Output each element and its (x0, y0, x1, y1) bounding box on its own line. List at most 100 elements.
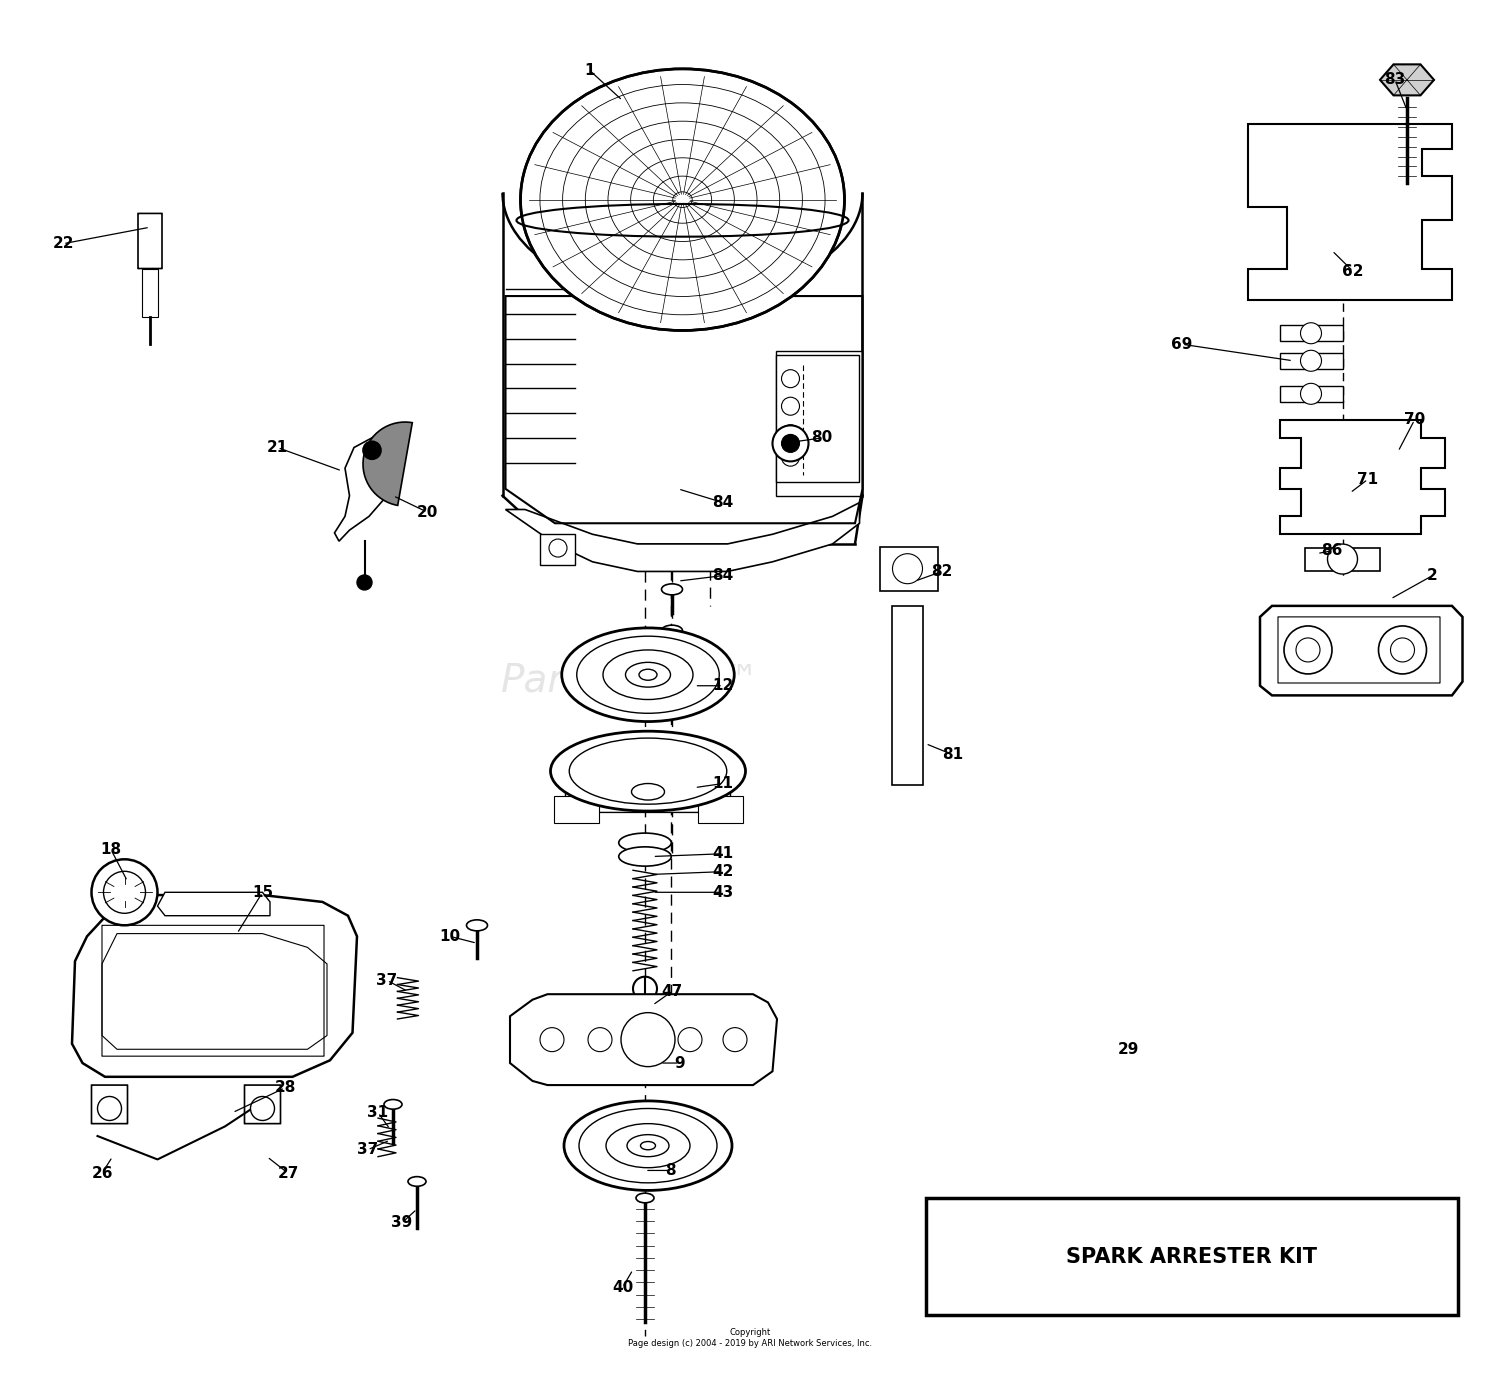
Circle shape (1300, 350, 1322, 372)
Circle shape (784, 428, 814, 459)
Polygon shape (540, 534, 574, 565)
Text: 29: 29 (1118, 1042, 1138, 1056)
Circle shape (723, 1027, 747, 1052)
Ellipse shape (561, 628, 735, 722)
Text: 18: 18 (100, 843, 122, 856)
Polygon shape (566, 750, 730, 812)
Text: 39: 39 (392, 1216, 412, 1230)
Ellipse shape (576, 636, 720, 713)
Polygon shape (72, 895, 357, 1077)
Wedge shape (363, 421, 413, 505)
Text: 31: 31 (368, 1106, 388, 1120)
Text: 12: 12 (712, 679, 734, 693)
FancyBboxPatch shape (1278, 617, 1440, 683)
Text: 41: 41 (712, 847, 734, 861)
Ellipse shape (603, 650, 693, 700)
Polygon shape (1380, 65, 1434, 95)
Ellipse shape (618, 833, 672, 852)
Polygon shape (334, 434, 394, 541)
Ellipse shape (579, 1108, 717, 1183)
Ellipse shape (564, 1102, 732, 1190)
Ellipse shape (570, 738, 726, 804)
Polygon shape (1260, 606, 1462, 695)
Circle shape (98, 1096, 122, 1121)
Polygon shape (1280, 353, 1342, 369)
Text: 28: 28 (274, 1081, 296, 1095)
Polygon shape (158, 892, 270, 916)
Text: 47: 47 (662, 985, 682, 998)
FancyBboxPatch shape (892, 606, 922, 785)
Text: 80: 80 (812, 431, 832, 445)
Polygon shape (510, 994, 777, 1085)
Text: 40: 40 (612, 1281, 633, 1294)
Text: 37: 37 (376, 974, 398, 987)
Text: 11: 11 (712, 777, 734, 790)
Ellipse shape (662, 584, 682, 595)
Text: 2: 2 (1426, 569, 1438, 582)
Text: 43: 43 (712, 885, 734, 899)
Circle shape (549, 538, 567, 558)
Circle shape (104, 872, 146, 913)
Circle shape (357, 576, 372, 589)
Circle shape (772, 425, 808, 461)
Text: 27: 27 (278, 1166, 298, 1180)
Text: 37: 37 (357, 1143, 378, 1157)
Polygon shape (554, 796, 598, 823)
Text: 15: 15 (252, 885, 273, 899)
Text: 8: 8 (664, 1164, 676, 1177)
Text: 26: 26 (92, 1166, 112, 1180)
Text: 86: 86 (1322, 544, 1342, 558)
Circle shape (1284, 627, 1332, 673)
Text: 84: 84 (712, 496, 734, 509)
FancyBboxPatch shape (880, 547, 938, 591)
Circle shape (782, 424, 800, 443)
Text: 10: 10 (440, 929, 460, 943)
Text: 62: 62 (1342, 264, 1364, 278)
Circle shape (782, 448, 800, 467)
Polygon shape (506, 503, 860, 571)
Ellipse shape (632, 784, 664, 800)
Text: 81: 81 (942, 748, 963, 761)
Ellipse shape (606, 1124, 690, 1168)
Ellipse shape (516, 204, 849, 237)
Circle shape (621, 1012, 675, 1067)
Circle shape (782, 369, 800, 388)
Circle shape (540, 1027, 564, 1052)
FancyBboxPatch shape (244, 1085, 280, 1124)
Ellipse shape (636, 1192, 654, 1203)
Text: 83: 83 (1384, 73, 1406, 87)
Text: 70: 70 (1404, 413, 1425, 427)
Ellipse shape (384, 1099, 402, 1110)
Ellipse shape (627, 1135, 669, 1157)
Circle shape (1300, 383, 1322, 405)
Circle shape (92, 859, 158, 925)
Ellipse shape (520, 69, 844, 330)
Text: Page design (c) 2004 - 2019 by ARI Network Services, Inc.: Page design (c) 2004 - 2019 by ARI Netwo… (628, 1340, 872, 1348)
Ellipse shape (466, 920, 488, 931)
Ellipse shape (618, 847, 672, 866)
Polygon shape (1280, 420, 1444, 534)
Circle shape (1300, 322, 1322, 344)
FancyBboxPatch shape (92, 1085, 128, 1124)
Polygon shape (1280, 325, 1342, 341)
Polygon shape (698, 796, 742, 823)
Circle shape (678, 1027, 702, 1052)
Polygon shape (1248, 124, 1452, 300)
Ellipse shape (626, 662, 670, 687)
Circle shape (363, 441, 381, 460)
Ellipse shape (662, 625, 682, 636)
Circle shape (588, 1027, 612, 1052)
Circle shape (892, 554, 922, 584)
FancyBboxPatch shape (142, 269, 158, 317)
Text: 22: 22 (53, 237, 74, 251)
Text: SPARK ARRESTER KIT: SPARK ARRESTER KIT (1066, 1246, 1317, 1267)
Text: 42: 42 (712, 865, 734, 879)
Ellipse shape (639, 669, 657, 680)
Polygon shape (776, 355, 859, 482)
FancyBboxPatch shape (926, 1198, 1458, 1315)
Text: 1: 1 (585, 63, 594, 77)
Text: 21: 21 (267, 441, 288, 454)
Text: 84: 84 (712, 569, 734, 582)
Text: 82: 82 (932, 565, 952, 578)
Polygon shape (1280, 386, 1342, 402)
